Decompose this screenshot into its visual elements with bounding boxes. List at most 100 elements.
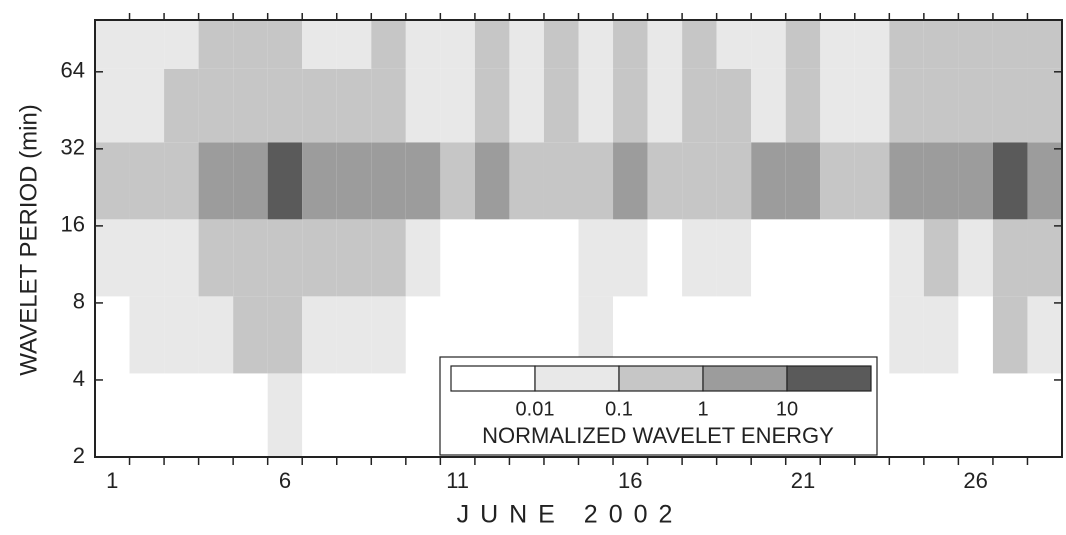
heatmap-cell xyxy=(302,68,337,143)
legend-swatch xyxy=(786,365,872,392)
heatmap-cell xyxy=(198,219,234,297)
heatmap-cell xyxy=(474,219,510,297)
heatmap-cell xyxy=(785,142,821,220)
heatmap-cell xyxy=(751,20,786,69)
heatmap-cell xyxy=(95,68,130,143)
heatmap-cell xyxy=(613,219,648,297)
heatmap-cell xyxy=(198,20,234,69)
heatmap-cell xyxy=(129,296,165,374)
heatmap-cell xyxy=(923,142,959,220)
x-tick-label: 26 xyxy=(963,468,987,493)
heatmap-cell xyxy=(682,142,717,220)
legend-level-label: 0.01 xyxy=(516,398,555,420)
heatmap-cell xyxy=(889,373,924,457)
heatmap-cell xyxy=(682,219,717,297)
heatmap-cell xyxy=(820,219,855,297)
heatmap-cell xyxy=(923,296,959,374)
heatmap-cell xyxy=(198,296,234,374)
heatmap-cell xyxy=(233,68,268,143)
heatmap-cell xyxy=(889,142,924,220)
heatmap-cell xyxy=(95,373,130,457)
heatmap-cell xyxy=(336,219,372,297)
x-tick-label: 21 xyxy=(791,468,815,493)
heatmap-cell xyxy=(371,296,406,374)
heatmap-cell xyxy=(923,373,959,457)
legend-swatch xyxy=(534,365,620,392)
x-tick-label: 1 xyxy=(106,468,118,493)
heatmap-cell xyxy=(129,142,165,220)
heatmap-cell xyxy=(958,20,993,69)
heatmap-cell xyxy=(820,142,855,220)
heatmap-cell xyxy=(820,20,855,69)
heatmap-cell xyxy=(785,219,821,297)
heatmap-cell xyxy=(233,373,268,457)
heatmap-cell xyxy=(509,219,544,297)
legend-swatch xyxy=(702,365,788,392)
heatmap-cell xyxy=(716,142,752,220)
heatmap-cell xyxy=(785,68,821,143)
heatmap-cell xyxy=(405,373,441,457)
heatmap-cell xyxy=(371,20,406,69)
heatmap-cell xyxy=(854,20,890,69)
heatmap-cell xyxy=(336,142,372,220)
heatmap-cell xyxy=(958,219,993,297)
y-tick-label: 8 xyxy=(73,289,85,314)
legend-level-label: 1 xyxy=(697,398,708,420)
heatmap-cell xyxy=(543,142,579,220)
heatmap-cell xyxy=(474,20,510,69)
heatmap-cell xyxy=(267,68,303,143)
heatmap-cell xyxy=(889,20,924,69)
heatmap-cell xyxy=(509,142,544,220)
heatmap-cell xyxy=(267,20,303,69)
heatmap-cell xyxy=(958,142,993,220)
heatmap-cell xyxy=(129,219,165,297)
heatmap-cell xyxy=(371,68,406,143)
heatmap-cell xyxy=(509,20,544,69)
heatmap-cell xyxy=(613,20,648,69)
legend-level-label: 10 xyxy=(776,398,798,420)
y-tick-label: 16 xyxy=(61,212,85,237)
heatmap-cell xyxy=(371,373,406,457)
heatmap-cell xyxy=(923,20,959,69)
heatmap-cell xyxy=(95,296,130,374)
heatmap-cell xyxy=(336,68,372,143)
heatmap-cell xyxy=(233,296,268,374)
heatmap-cell xyxy=(474,68,510,143)
heatmap-cell xyxy=(164,142,199,220)
heatmap-cell xyxy=(647,142,683,220)
y-tick-label: 32 xyxy=(61,135,85,160)
y-tick-label: 64 xyxy=(61,58,85,83)
x-tick-label: 16 xyxy=(618,468,642,493)
heatmap-cell xyxy=(440,20,475,69)
heatmap-cell xyxy=(889,68,924,143)
heatmap-cell xyxy=(129,68,165,143)
heatmap-cell xyxy=(751,142,786,220)
heatmap-cell xyxy=(854,68,890,143)
heatmap-cell xyxy=(405,68,441,143)
heatmap-cell xyxy=(95,20,130,69)
heatmap-cell xyxy=(992,20,1028,69)
heatmap-cell xyxy=(854,219,890,297)
heatmap-cell xyxy=(1027,68,1062,143)
legend-swatch xyxy=(618,365,704,392)
heatmap-cell xyxy=(405,142,441,220)
heatmap-cell xyxy=(371,219,406,297)
heatmap-cell xyxy=(751,219,786,297)
heatmap-cell xyxy=(889,296,924,374)
legend-title: NORMALIZED WAVELET ENERGY xyxy=(482,423,834,448)
heatmap-cell xyxy=(405,296,441,374)
heatmap-cell xyxy=(267,296,303,374)
heatmap-cell xyxy=(785,20,821,69)
heatmap-cell xyxy=(578,219,614,297)
heatmap-cell xyxy=(302,296,337,374)
heatmap-cell xyxy=(716,68,752,143)
heatmap-cell xyxy=(302,142,337,220)
x-tick-label: 11 xyxy=(446,468,469,493)
heatmap-cell xyxy=(440,142,475,220)
heatmap-cell xyxy=(992,219,1028,297)
heatmap-cell xyxy=(1027,20,1062,69)
legend-level-label: 0.1 xyxy=(605,398,633,420)
heatmap-cell xyxy=(509,68,544,143)
heatmap-cell xyxy=(992,142,1028,220)
